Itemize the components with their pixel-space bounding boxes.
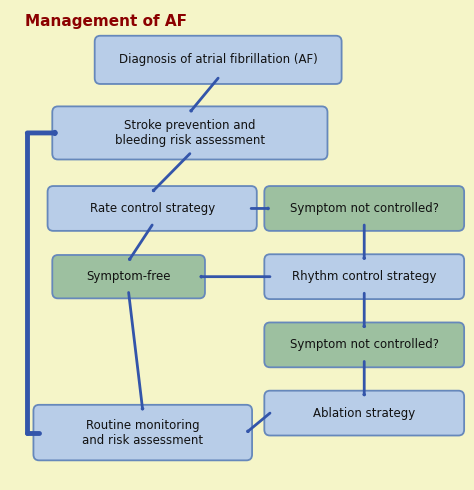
Text: Stroke prevention and
bleeding risk assessment: Stroke prevention and bleeding risk asse… — [115, 119, 265, 147]
Text: Rhythm control strategy: Rhythm control strategy — [292, 270, 437, 283]
FancyBboxPatch shape — [52, 106, 328, 159]
FancyBboxPatch shape — [34, 405, 252, 460]
FancyBboxPatch shape — [264, 322, 464, 368]
FancyBboxPatch shape — [95, 36, 342, 84]
FancyBboxPatch shape — [264, 391, 464, 436]
Text: Ablation strategy: Ablation strategy — [313, 407, 415, 419]
Text: Symptom-free: Symptom-free — [86, 270, 171, 283]
Text: Diagnosis of atrial fibrillation (AF): Diagnosis of atrial fibrillation (AF) — [119, 53, 318, 66]
FancyBboxPatch shape — [264, 186, 464, 231]
Text: Routine monitoring
and risk assessment: Routine monitoring and risk assessment — [82, 418, 203, 446]
FancyBboxPatch shape — [264, 254, 464, 299]
Text: Symptom not controlled?: Symptom not controlled? — [290, 202, 439, 215]
Text: Symptom not controlled?: Symptom not controlled? — [290, 339, 439, 351]
FancyBboxPatch shape — [52, 255, 205, 298]
Text: Rate control strategy: Rate control strategy — [90, 202, 215, 215]
FancyBboxPatch shape — [47, 186, 257, 231]
Text: Management of AF: Management of AF — [25, 14, 187, 28]
